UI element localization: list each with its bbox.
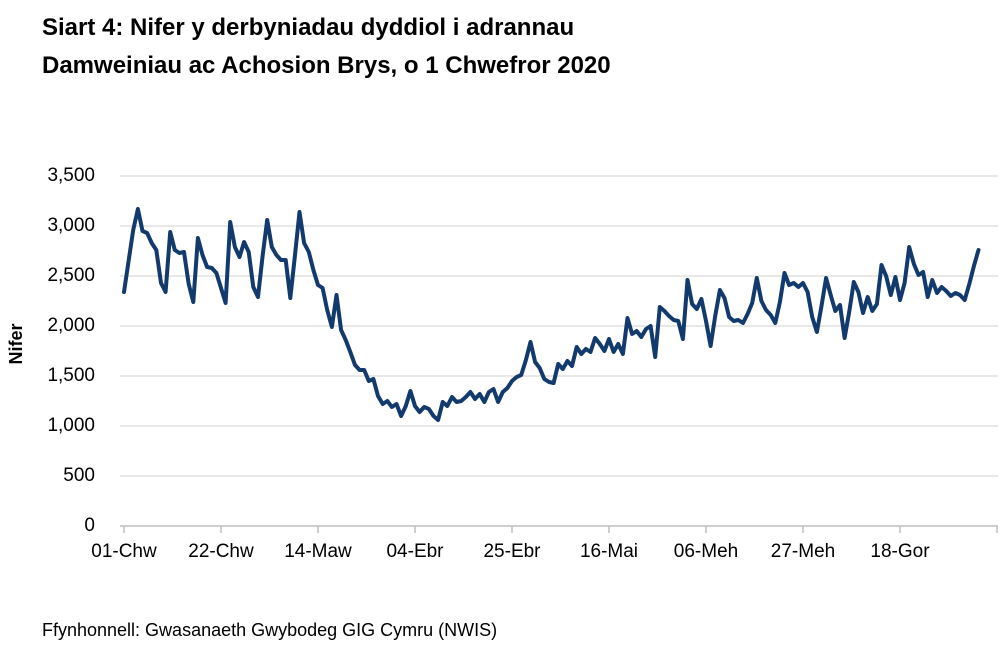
x-tick-label: 01-Chw	[91, 541, 157, 562]
y-tick-label: 2,500	[47, 265, 95, 286]
admissions-line	[122, 207, 981, 422]
x-tick-label: 27-Meh	[770, 541, 836, 562]
x-tick-label: 16-Mai	[579, 541, 639, 562]
x-tick-label: 06-Meh	[673, 541, 739, 562]
y-tick-label: 0	[84, 515, 95, 536]
y-tick-label: 1,500	[47, 365, 95, 386]
x-tick-label: 22-Chw	[188, 541, 254, 562]
x-tick-label: 14-Maw	[284, 541, 352, 562]
chart-title-line1: Siart 4: Nifer y derbyniadau dyddiol i a…	[42, 14, 575, 41]
y-tick-label: 3,000	[47, 215, 95, 236]
y-axis-labels: 0 500 1,000 1,500 2,000 2,500 3,000 3,500	[0, 0, 97, 651]
chart-title-line2: Damweiniau ac Achosion Brys, o 1 Chwefro…	[42, 52, 611, 79]
x-tick-label: 18-Gor	[870, 541, 930, 562]
x-tick-label: 04-Ebr	[386, 541, 444, 562]
y-tick-label: 3,500	[47, 165, 95, 186]
y-tick-label: 1,000	[47, 415, 95, 436]
y-tick-label: 500	[63, 465, 95, 486]
chart-title: Siart 4: Nifer y derbyniadau dyddiol i a…	[42, 9, 802, 85]
y-tick-label: 2,000	[47, 315, 95, 336]
source-note: Ffynhonnell: Gwasanaeth Gwybodeg GIG Cym…	[42, 620, 498, 640]
x-tick-label: 25-Ebr	[483, 541, 541, 562]
